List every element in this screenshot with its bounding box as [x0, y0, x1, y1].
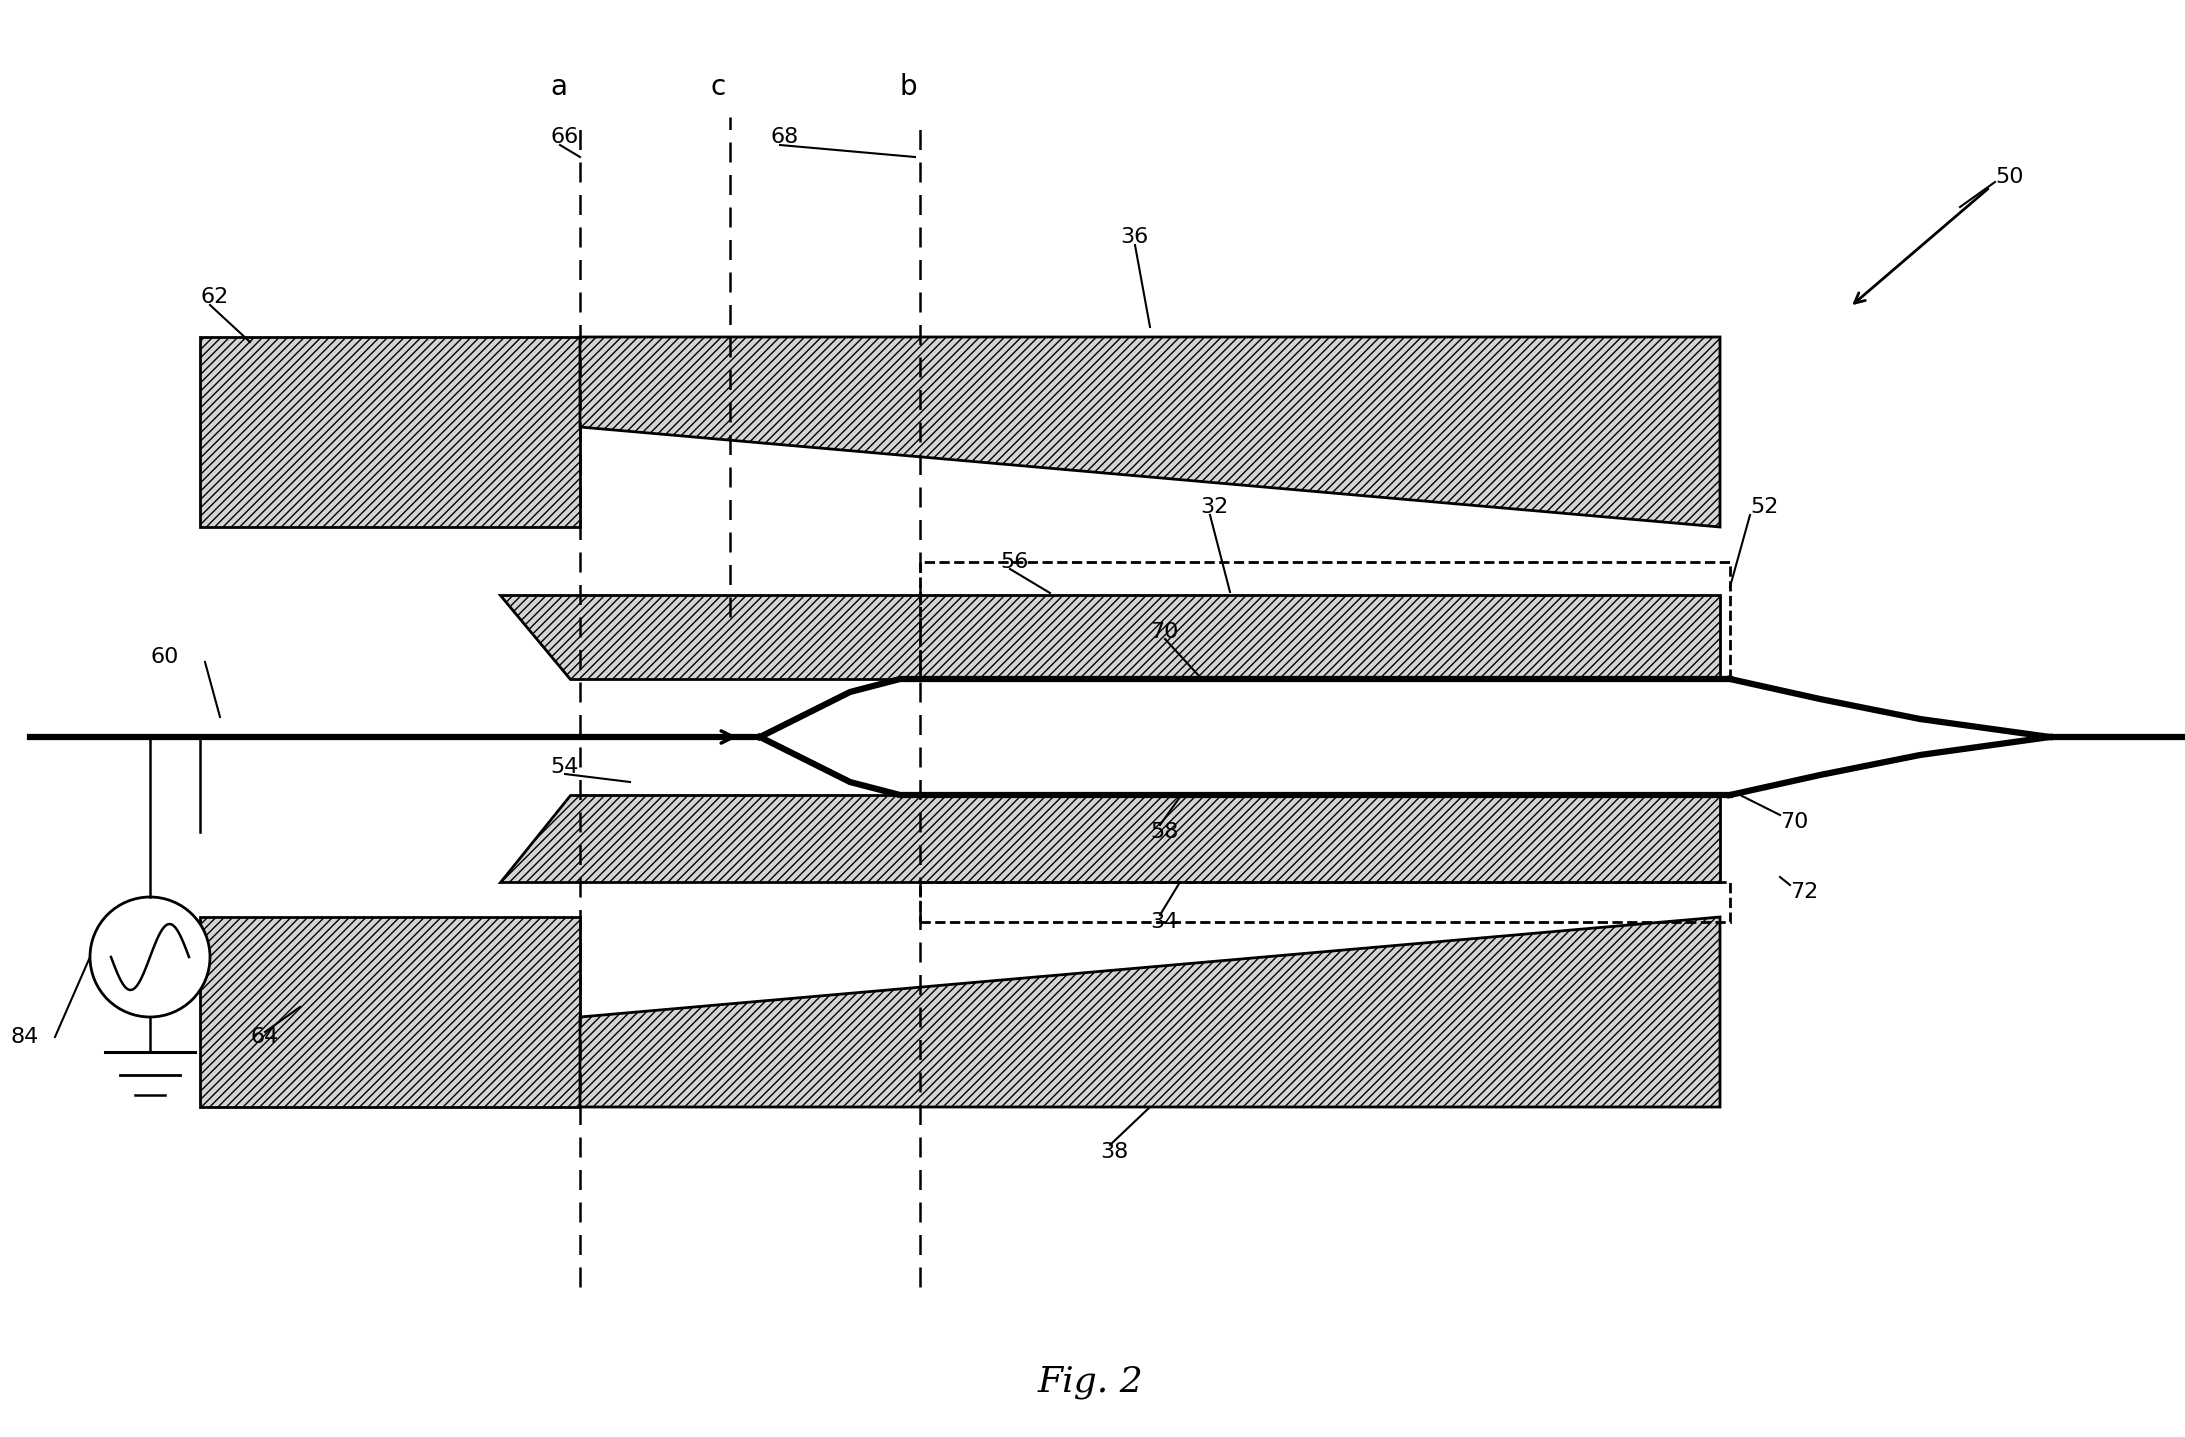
- Text: 36: 36: [1121, 227, 1149, 247]
- Text: 58: 58: [1149, 822, 1178, 842]
- Text: 54: 54: [551, 757, 579, 777]
- Polygon shape: [201, 917, 579, 1106]
- Bar: [920, 882, 1731, 923]
- Text: 56: 56: [1001, 552, 1029, 572]
- Polygon shape: [201, 338, 579, 527]
- Text: 68: 68: [769, 126, 798, 147]
- Circle shape: [90, 897, 210, 1017]
- Text: a: a: [551, 73, 566, 101]
- Text: 38: 38: [1099, 1142, 1127, 1163]
- Text: 64: 64: [249, 1027, 277, 1048]
- Text: 70: 70: [1149, 622, 1178, 642]
- Text: c: c: [710, 73, 725, 101]
- Bar: [920, 562, 1731, 680]
- Text: 52: 52: [1750, 497, 1779, 517]
- Text: 34: 34: [1149, 912, 1178, 933]
- Polygon shape: [579, 338, 1720, 527]
- Text: 70: 70: [1781, 812, 1809, 832]
- Polygon shape: [500, 795, 1720, 882]
- Polygon shape: [500, 595, 1720, 680]
- Text: 66: 66: [551, 126, 579, 147]
- Polygon shape: [579, 917, 1720, 1106]
- Text: 62: 62: [201, 287, 227, 308]
- Text: 84: 84: [11, 1027, 39, 1048]
- Text: b: b: [900, 73, 918, 101]
- Text: 60: 60: [151, 647, 179, 667]
- Text: 72: 72: [1790, 882, 1818, 902]
- Text: 32: 32: [1200, 497, 1228, 517]
- Text: 50: 50: [1995, 167, 2023, 187]
- Text: Fig. 2: Fig. 2: [1038, 1365, 1143, 1400]
